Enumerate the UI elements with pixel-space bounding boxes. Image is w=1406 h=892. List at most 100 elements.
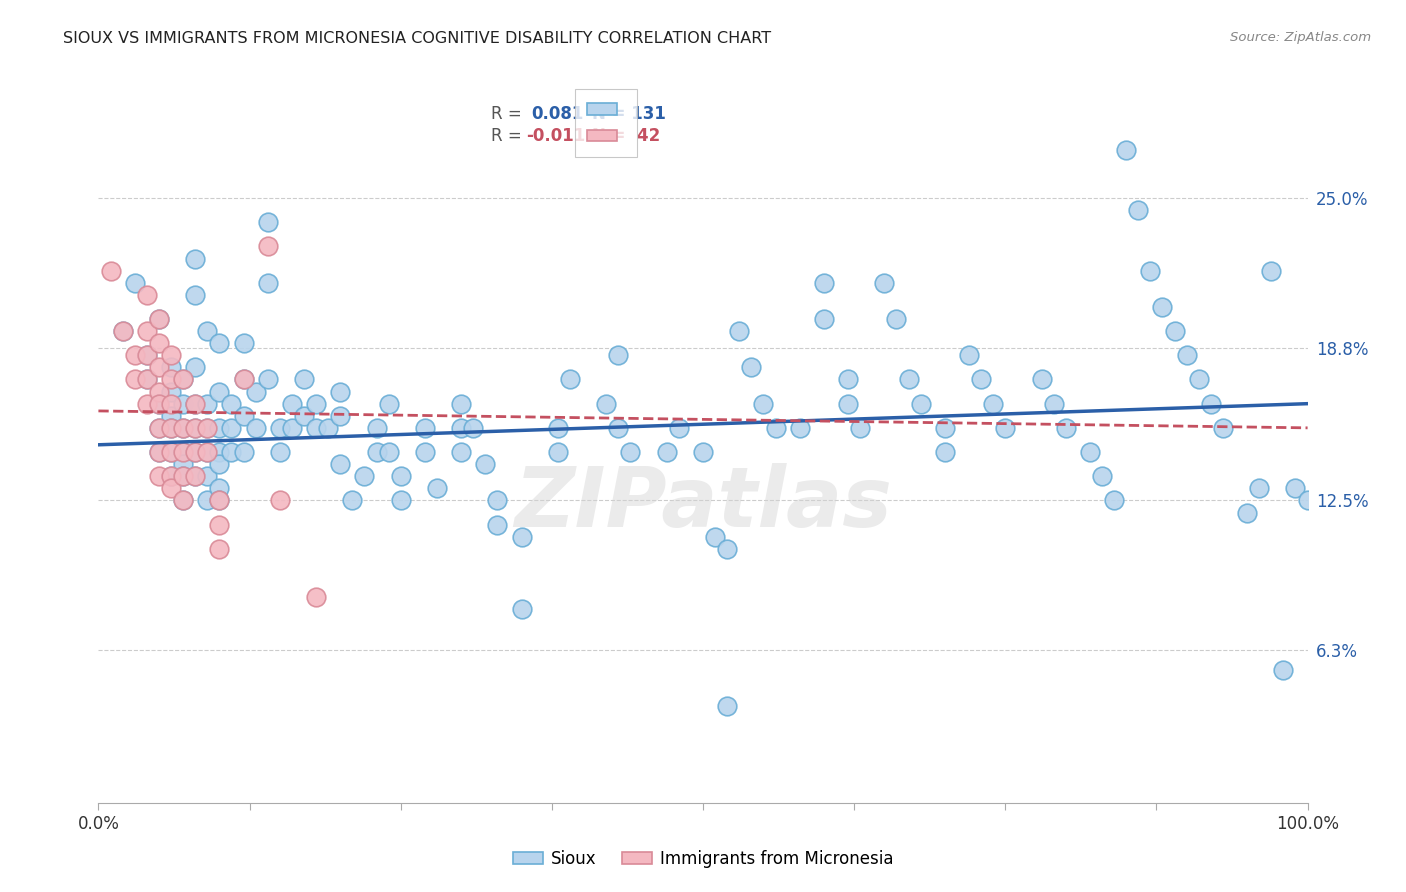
- Point: [245, 384, 267, 399]
- Point: [160, 421, 183, 435]
- Point: [148, 469, 170, 483]
- Point: [172, 457, 194, 471]
- Point: [172, 421, 194, 435]
- Point: [172, 372, 194, 386]
- Point: [366, 421, 388, 435]
- Point: [184, 397, 207, 411]
- Point: [426, 481, 449, 495]
- Point: [704, 530, 727, 544]
- Point: [148, 360, 170, 375]
- Point: [934, 445, 956, 459]
- Point: [111, 324, 134, 338]
- Point: [934, 421, 956, 435]
- Point: [135, 288, 157, 302]
- Point: [160, 348, 183, 362]
- Legend: Sioux, Immigrants from Micronesia: Sioux, Immigrants from Micronesia: [506, 844, 900, 875]
- Point: [607, 348, 630, 362]
- Point: [728, 324, 751, 338]
- Point: [160, 409, 183, 423]
- Point: [160, 397, 183, 411]
- Point: [184, 469, 207, 483]
- Text: R =: R =: [492, 127, 527, 145]
- Point: [172, 421, 194, 435]
- Text: R =: R =: [492, 105, 527, 123]
- Point: [208, 336, 231, 351]
- Point: [292, 409, 315, 423]
- Point: [232, 336, 254, 351]
- Point: [184, 397, 207, 411]
- Point: [148, 312, 170, 326]
- Point: [195, 493, 218, 508]
- Point: [160, 421, 183, 435]
- Point: [172, 493, 194, 508]
- Point: [160, 469, 183, 483]
- Point: [305, 590, 328, 604]
- Point: [232, 409, 254, 423]
- Point: [256, 372, 278, 386]
- Point: [100, 263, 122, 277]
- Point: [160, 445, 183, 459]
- Point: [281, 397, 304, 411]
- Point: [607, 421, 630, 435]
- Point: [124, 348, 146, 362]
- Point: [135, 348, 157, 362]
- Point: [716, 699, 738, 714]
- Point: [486, 493, 509, 508]
- Text: N = 131: N = 131: [592, 105, 665, 123]
- Point: [510, 530, 533, 544]
- Point: [547, 445, 569, 459]
- Point: [195, 445, 218, 459]
- Point: [232, 445, 254, 459]
- Text: -0.011: -0.011: [526, 127, 586, 145]
- Point: [292, 372, 315, 386]
- Point: [124, 276, 146, 290]
- Point: [195, 421, 218, 435]
- Point: [1175, 348, 1198, 362]
- Point: [450, 421, 472, 435]
- Point: [366, 445, 388, 459]
- Point: [1260, 263, 1282, 277]
- Point: [195, 469, 218, 483]
- Point: [208, 384, 231, 399]
- Point: [195, 421, 218, 435]
- Point: [208, 457, 231, 471]
- Point: [269, 493, 291, 508]
- Legend: , : ,: [575, 89, 637, 157]
- Point: [474, 457, 496, 471]
- Point: [269, 421, 291, 435]
- Point: [305, 397, 328, 411]
- Point: [281, 421, 304, 435]
- Point: [389, 493, 412, 508]
- Point: [172, 469, 194, 483]
- Point: [148, 421, 170, 435]
- Point: [160, 469, 183, 483]
- Point: [172, 445, 194, 459]
- Point: [184, 445, 207, 459]
- Point: [837, 372, 859, 386]
- Point: [1249, 481, 1271, 495]
- Point: [172, 445, 194, 459]
- Point: [910, 397, 932, 411]
- Point: [208, 541, 231, 556]
- Point: [208, 493, 231, 508]
- Point: [256, 239, 278, 253]
- Point: [208, 445, 231, 459]
- Point: [413, 445, 436, 459]
- Point: [160, 372, 183, 386]
- Point: [413, 421, 436, 435]
- Point: [389, 469, 412, 483]
- Point: [957, 348, 980, 362]
- Point: [172, 493, 194, 508]
- Point: [221, 421, 243, 435]
- Text: SIOUX VS IMMIGRANTS FROM MICRONESIA COGNITIVE DISABILITY CORRELATION CHART: SIOUX VS IMMIGRANTS FROM MICRONESIA COGN…: [63, 31, 772, 46]
- Text: Source: ZipAtlas.com: Source: ZipAtlas.com: [1230, 31, 1371, 45]
- Point: [195, 324, 218, 338]
- Point: [450, 445, 472, 459]
- Point: [329, 384, 352, 399]
- Point: [1272, 663, 1295, 677]
- Point: [208, 421, 231, 435]
- Point: [148, 445, 170, 459]
- Point: [595, 397, 617, 411]
- Point: [256, 276, 278, 290]
- Point: [510, 602, 533, 616]
